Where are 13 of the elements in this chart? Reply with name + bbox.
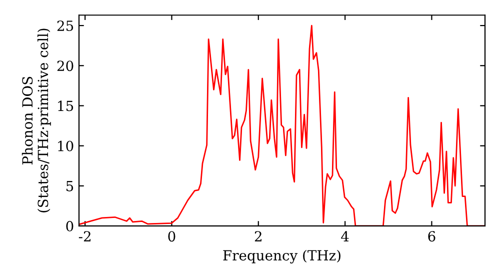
x-tick-label: 2	[254, 231, 262, 242]
x-tick-label: -2	[78, 231, 90, 242]
y-tick-label: 15	[58, 100, 74, 112]
x-tick-label: 6	[428, 231, 436, 242]
y-tick-label: 20	[57, 60, 74, 72]
x-tick-label: 0	[168, 231, 176, 242]
y-tick-label: 0	[66, 220, 74, 232]
y-tick-label: 5	[66, 181, 74, 192]
y-axis-title: Phonon DOS (States/THz·primitive cell)	[22, 28, 51, 212]
y-tick-label: 10	[58, 140, 74, 152]
y-tick-label: 25	[57, 20, 74, 32]
x-tick-label: 4	[341, 231, 349, 242]
x-axis-title: Frequency (THz)	[223, 250, 340, 264]
